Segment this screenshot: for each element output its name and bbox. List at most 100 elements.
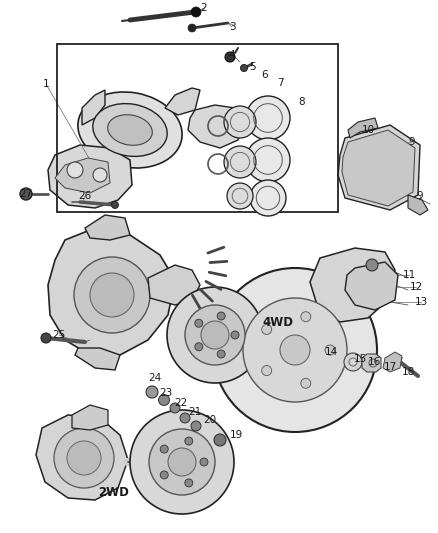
Circle shape [301,312,311,322]
Circle shape [20,188,32,200]
Circle shape [213,268,377,432]
Circle shape [217,312,225,320]
Text: 24: 24 [148,373,162,383]
Circle shape [112,201,119,208]
Circle shape [217,350,225,358]
Text: 27: 27 [19,189,32,199]
Text: 20: 20 [203,415,216,425]
Text: 4WD: 4WD [262,316,293,328]
Polygon shape [188,105,245,148]
Text: 18: 18 [401,367,415,377]
Circle shape [246,96,290,140]
Circle shape [188,24,196,32]
Polygon shape [148,265,200,305]
Text: 22: 22 [174,398,187,408]
Circle shape [191,421,201,431]
Polygon shape [55,158,110,193]
Circle shape [224,146,256,178]
Circle shape [146,386,158,398]
Circle shape [67,441,101,475]
Circle shape [90,273,134,317]
Circle shape [168,448,196,476]
Circle shape [301,378,311,388]
Circle shape [185,437,193,445]
Text: 10: 10 [361,125,374,135]
Text: 2: 2 [201,3,207,13]
Polygon shape [48,228,175,355]
Polygon shape [348,118,378,138]
Circle shape [159,394,170,406]
Circle shape [160,471,168,479]
Polygon shape [362,354,381,372]
Text: 19: 19 [230,430,243,440]
Polygon shape [342,130,415,206]
Circle shape [240,64,247,71]
Circle shape [195,343,203,351]
Text: 14: 14 [325,347,338,357]
Circle shape [195,319,203,327]
Circle shape [243,298,347,402]
Text: 5: 5 [249,62,255,72]
Circle shape [344,353,362,371]
Circle shape [227,183,253,209]
Text: 23: 23 [159,388,173,398]
Text: 9: 9 [417,191,423,201]
Polygon shape [345,262,398,310]
Text: 13: 13 [414,297,427,307]
Text: 26: 26 [78,191,92,201]
Circle shape [170,403,180,413]
Polygon shape [310,248,395,322]
Text: 1: 1 [42,79,49,89]
Circle shape [185,305,245,365]
Ellipse shape [93,103,167,156]
Circle shape [201,321,229,349]
Text: 8: 8 [299,97,305,107]
Text: 12: 12 [410,282,423,292]
Polygon shape [75,348,120,370]
Circle shape [41,333,51,343]
Polygon shape [48,145,132,208]
Text: 4: 4 [229,50,235,60]
Polygon shape [383,352,402,372]
Circle shape [149,429,215,495]
Text: 25: 25 [53,330,66,340]
Text: 17: 17 [383,362,397,372]
Circle shape [191,7,201,17]
Text: 11: 11 [403,270,416,280]
Polygon shape [165,88,200,115]
Circle shape [93,168,107,182]
Text: 7: 7 [277,78,283,88]
Text: 3: 3 [229,22,235,32]
Polygon shape [85,215,130,240]
Ellipse shape [108,115,152,146]
Text: 6: 6 [261,70,268,80]
Text: 21: 21 [188,407,201,417]
Circle shape [325,345,335,355]
Circle shape [167,287,263,383]
Circle shape [130,410,234,514]
Circle shape [67,162,83,178]
Circle shape [180,413,190,423]
Circle shape [280,335,310,365]
Circle shape [224,106,256,138]
Circle shape [246,138,290,182]
Text: 15: 15 [353,354,367,364]
Circle shape [225,52,235,62]
Circle shape [261,366,272,376]
Polygon shape [408,195,428,215]
Circle shape [214,434,226,446]
Polygon shape [72,405,108,430]
Circle shape [185,479,193,487]
Text: 16: 16 [367,357,381,367]
Circle shape [160,445,168,453]
Polygon shape [338,125,420,210]
Circle shape [231,331,239,339]
Circle shape [261,325,272,334]
Text: 2WD: 2WD [99,487,130,499]
Circle shape [54,428,114,488]
Circle shape [74,257,150,333]
Polygon shape [82,90,105,125]
Bar [57,44,338,212]
Circle shape [250,180,286,216]
Circle shape [200,458,208,466]
